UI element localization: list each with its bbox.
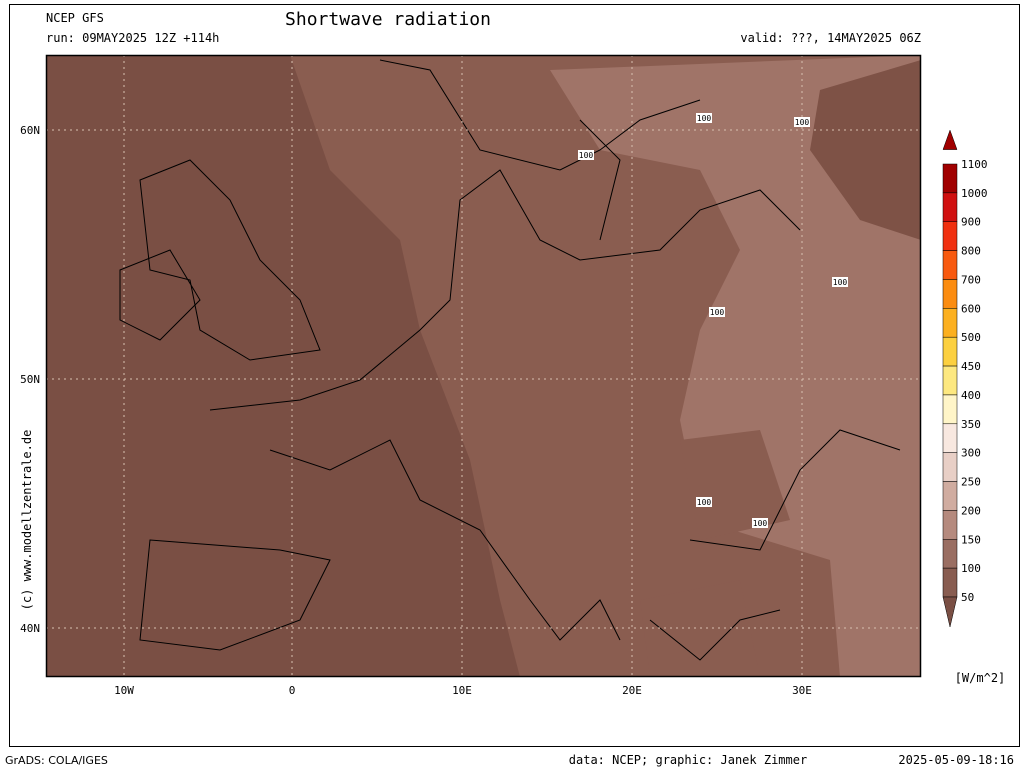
- lon-label: 20E: [622, 684, 642, 697]
- colorbar-label: 150: [961, 533, 981, 546]
- lon-label: 0: [289, 684, 296, 697]
- contour-label-box: [696, 497, 712, 507]
- contour-labels: 100 100 100 100 100 100 100: [578, 113, 848, 528]
- contour-label: 100: [697, 114, 712, 123]
- colorbar: 1100 1000 900 800 700 600 500 450 400 350 300 250 20…: [942, 129, 988, 628]
- colorbar-box: [942, 250, 958, 280]
- map-title: Shortwave radiation: [285, 9, 491, 30]
- colorbar-cap-bottom: [942, 596, 958, 628]
- map-area: 100 100 100 100 100 100 100: [46, 55, 921, 677]
- colorbar-label: 1000: [961, 187, 988, 200]
- run-label: run: 09MAY2025 12Z +114h: [46, 31, 219, 45]
- map-frame: [45, 54, 922, 678]
- colorbar-label: 600: [961, 302, 981, 315]
- contour-label: 100: [697, 498, 712, 507]
- colorbar-label: 450: [961, 360, 981, 373]
- colorbar-box: [942, 481, 958, 511]
- colorbar-label: 900: [961, 216, 981, 229]
- contour-label: 100: [579, 151, 594, 160]
- colorbar-unit: [W/m^2]: [955, 671, 1006, 685]
- colorbar-label: 500: [961, 331, 981, 344]
- colorbar-box: [942, 567, 958, 598]
- footer-left: GrADS: COLA/IGES: [5, 754, 108, 767]
- lon-label: 10W: [114, 684, 134, 697]
- valid-label: valid: ???, 14MAY2025 06Z: [740, 31, 921, 45]
- outer-frame: [9, 4, 1020, 747]
- colorbar-box: [942, 423, 958, 453]
- shade-balkan: [640, 430, 790, 677]
- colorbar-label: 50: [961, 591, 974, 604]
- lon-label: 30E: [792, 684, 812, 697]
- shade-dark-east: [810, 60, 921, 240]
- contour-label-box: [578, 150, 594, 160]
- colorbar-label: 200: [961, 504, 981, 517]
- colorbar-box: [942, 279, 958, 309]
- contour-label-box: [709, 307, 725, 317]
- colorbar-box: [942, 163, 958, 194]
- watermark: (c) www.modellzentrale.de: [20, 430, 34, 611]
- colorbar-label: 1100: [961, 158, 988, 171]
- colorbar-box: [942, 539, 958, 569]
- graticule: [46, 55, 921, 677]
- colorbar-box: [942, 394, 958, 425]
- colorbar-label: 300: [961, 447, 981, 460]
- lat-label: 50N: [20, 373, 40, 386]
- footer-center: data: NCEP; graphic: Janek Zimmer: [569, 753, 807, 767]
- colorbar-box: [942, 336, 958, 367]
- colorbar-label: 700: [961, 273, 981, 286]
- colorbar-label: 350: [961, 418, 981, 431]
- lon-label: 10E: [452, 684, 472, 697]
- lat-label: 40N: [20, 622, 40, 635]
- contour-label-box: [752, 518, 768, 528]
- contour-label: 100: [833, 278, 848, 287]
- coastlines: [119, 59, 901, 661]
- shade-light: [550, 55, 921, 677]
- colorbar-label: 800: [961, 245, 981, 258]
- colorbar-box: [942, 308, 958, 338]
- footer-right: 2025-05-09-18:16: [898, 753, 1014, 767]
- colorbar-label: 100: [961, 562, 981, 575]
- colorbar-cap-top: [942, 129, 958, 150]
- colorbar-box: [942, 365, 958, 396]
- contour-label: 100: [753, 519, 768, 528]
- contour-label-box: [794, 117, 810, 127]
- contour-label-box: [696, 113, 712, 123]
- axis-labels: 10W 0 10E 20E 30E 60N 50N 40N: [20, 124, 812, 697]
- lat-label: 60N: [20, 124, 40, 137]
- model-label: NCEP GFS: [46, 11, 104, 25]
- colorbar-label: 400: [961, 389, 981, 402]
- colorbar-label: 250: [961, 476, 981, 489]
- colorbar-box: [942, 510, 958, 540]
- contour-label-box: [832, 277, 848, 287]
- contour-label: 100: [795, 118, 810, 127]
- colorbar-box: [942, 221, 958, 251]
- colorbar-box: [942, 192, 958, 222]
- contour-label: 100: [710, 308, 725, 317]
- colorbar-box: [942, 452, 958, 482]
